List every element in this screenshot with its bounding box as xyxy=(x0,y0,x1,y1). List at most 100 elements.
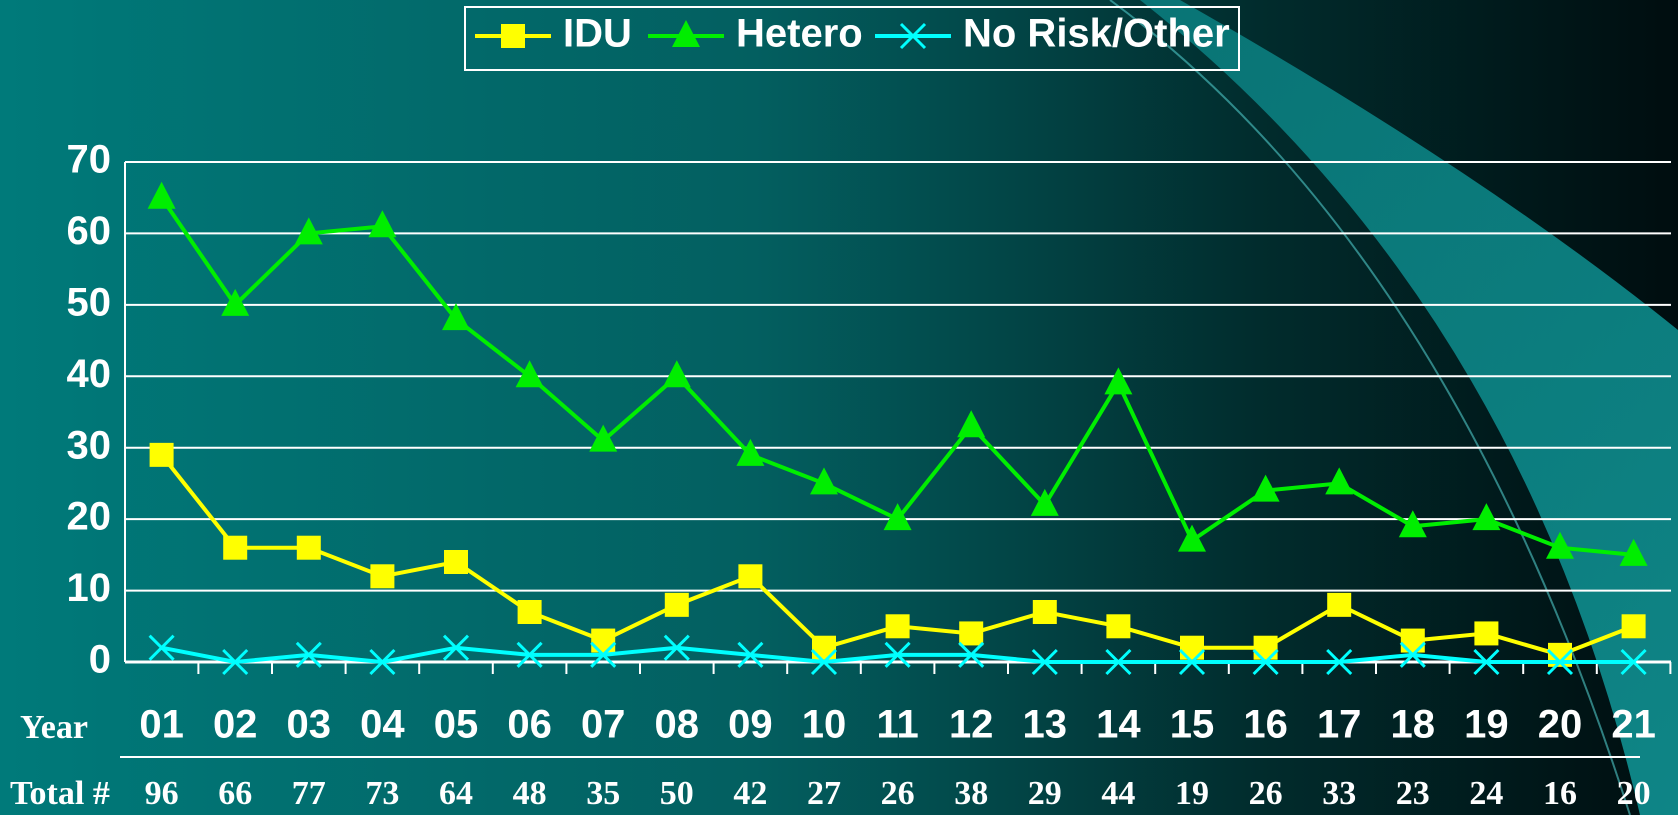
point xyxy=(1400,628,1425,653)
legend-label: IDU xyxy=(563,12,632,56)
point xyxy=(294,217,323,245)
point xyxy=(662,360,691,388)
point xyxy=(1399,641,1426,668)
total-label: 66 xyxy=(218,775,252,812)
point xyxy=(663,634,690,661)
point xyxy=(515,360,544,388)
legend-label: No Risk/Other xyxy=(963,12,1230,56)
total-label: 26 xyxy=(1249,775,1283,812)
point xyxy=(1251,474,1280,502)
total-label: 29 xyxy=(1028,775,1062,812)
total-label: 35 xyxy=(586,775,620,812)
y-tick-label: 60 xyxy=(67,209,112,253)
point xyxy=(1619,538,1648,566)
swoosh-edge xyxy=(1109,0,1631,815)
point xyxy=(222,648,249,676)
point xyxy=(1621,614,1646,639)
point xyxy=(295,641,322,668)
x-tick-label: 12 xyxy=(949,703,994,747)
total-label: 16 xyxy=(1543,775,1577,812)
point xyxy=(1398,510,1427,538)
point xyxy=(1178,648,1206,676)
total-label: 26 xyxy=(881,775,915,812)
point xyxy=(1178,524,1206,552)
x-tick-label: 18 xyxy=(1391,703,1436,747)
point xyxy=(1326,648,1353,676)
point xyxy=(737,641,764,668)
x-tick-label: 16 xyxy=(1243,703,1288,747)
x-tick-label: 02 xyxy=(213,703,258,747)
y-tick-label: 50 xyxy=(67,280,112,324)
point xyxy=(591,628,616,653)
point xyxy=(223,535,248,560)
y-tick-label: 40 xyxy=(67,352,112,396)
point xyxy=(884,641,911,668)
point xyxy=(149,442,174,467)
point xyxy=(1472,503,1501,531)
point xyxy=(959,621,984,646)
point xyxy=(516,641,543,668)
x-tick-label: 09 xyxy=(728,703,773,747)
point xyxy=(1325,467,1354,495)
total-label: 23 xyxy=(1396,775,1430,812)
point xyxy=(883,503,912,531)
total-label: 27 xyxy=(807,775,841,812)
point xyxy=(812,635,836,660)
point xyxy=(810,648,838,676)
point xyxy=(1252,648,1279,676)
point xyxy=(1030,488,1059,516)
x-tick-label: 21 xyxy=(1611,703,1656,747)
point xyxy=(1104,367,1133,395)
x-tick-label: 01 xyxy=(139,703,184,747)
point xyxy=(1620,648,1647,676)
total-label: 44 xyxy=(1101,775,1135,812)
x-axis-label: Year xyxy=(20,709,88,746)
point xyxy=(1032,600,1057,624)
point xyxy=(296,535,321,560)
totals-label: Total # xyxy=(10,775,110,812)
point xyxy=(1180,635,1204,660)
point xyxy=(444,550,468,574)
point xyxy=(442,303,470,331)
y-tick-label: 30 xyxy=(67,423,112,467)
x-tick-label: 19 xyxy=(1464,703,1509,747)
point xyxy=(885,614,910,639)
point xyxy=(590,641,617,668)
legend-marker xyxy=(501,24,525,48)
point xyxy=(810,467,838,495)
x-tick-label: 10 xyxy=(802,703,847,747)
x-tick-label: 13 xyxy=(1023,703,1068,747)
point xyxy=(958,641,985,668)
x-tick-label: 14 xyxy=(1096,703,1141,747)
total-label: 50 xyxy=(660,775,694,812)
total-label: 33 xyxy=(1322,775,1356,812)
point xyxy=(1546,531,1574,559)
y-tick-label: 20 xyxy=(67,495,112,539)
total-label: 38 xyxy=(954,775,988,812)
y-tick-label: 70 xyxy=(67,138,112,182)
point xyxy=(517,600,542,624)
legend-marker xyxy=(672,20,700,47)
total-label: 20 xyxy=(1617,775,1651,812)
point xyxy=(368,210,397,238)
point xyxy=(148,634,175,661)
total-label: 48 xyxy=(513,775,547,812)
x-tick-label: 06 xyxy=(507,703,552,747)
total-label: 19 xyxy=(1175,775,1209,812)
x-tick-label: 17 xyxy=(1317,703,1362,747)
point xyxy=(147,181,176,209)
x-tick-label: 15 xyxy=(1170,703,1215,747)
y-tick-label: 10 xyxy=(67,566,112,610)
total-label: 96 xyxy=(145,775,179,812)
point xyxy=(957,410,986,438)
point xyxy=(1546,648,1574,676)
total-label: 42 xyxy=(733,775,767,812)
legend-box xyxy=(464,6,1240,71)
point xyxy=(738,564,763,589)
x-tick-label: 11 xyxy=(876,703,918,747)
total-label: 77 xyxy=(292,775,326,812)
legend-marker xyxy=(899,22,927,50)
legend-label: Hetero xyxy=(736,12,863,56)
